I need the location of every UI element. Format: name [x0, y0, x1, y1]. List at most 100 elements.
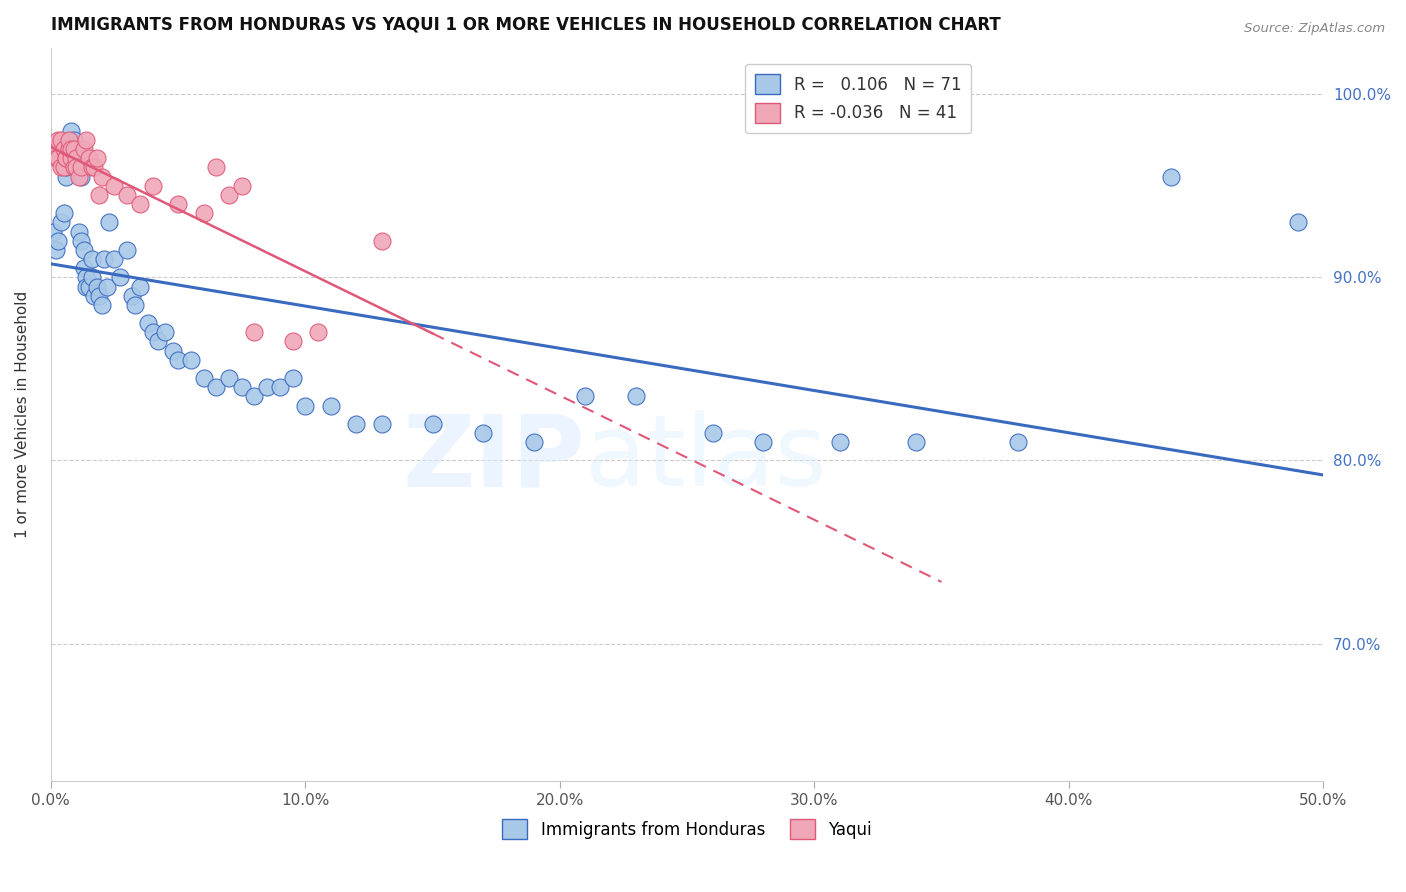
- Point: [55, 151, 77, 165]
- Point: [307, 326, 329, 340]
- Point: [344, 417, 367, 431]
- Point: [45, 151, 67, 165]
- Point: [67, 225, 90, 239]
- Point: [80, 252, 103, 266]
- Point: [905, 435, 928, 450]
- Point: [294, 399, 316, 413]
- Point: [155, 326, 177, 340]
- Point: [146, 334, 169, 349]
- Point: [75, 279, 97, 293]
- Point: [60, 142, 83, 156]
- Point: [103, 252, 125, 266]
- Point: [52, 206, 75, 220]
- Point: [162, 343, 184, 358]
- Point: [422, 417, 444, 431]
- Point: [523, 435, 546, 450]
- Point: [73, 142, 96, 156]
- Point: [1007, 435, 1029, 450]
- Point: [73, 261, 96, 276]
- Point: [269, 380, 291, 394]
- Point: [108, 270, 131, 285]
- Point: [62, 142, 84, 156]
- Point: [218, 188, 240, 202]
- Point: [48, 133, 70, 147]
- Point: [624, 389, 647, 403]
- Point: [136, 316, 159, 330]
- Point: [48, 151, 70, 165]
- Point: [65, 151, 87, 165]
- Point: [73, 243, 96, 257]
- Point: [60, 133, 83, 147]
- Point: [115, 243, 138, 257]
- Point: [58, 142, 80, 156]
- Point: [55, 151, 77, 165]
- Point: [60, 124, 83, 138]
- Point: [58, 142, 80, 156]
- Point: [62, 142, 84, 156]
- Point: [243, 326, 266, 340]
- Point: [58, 151, 80, 165]
- Point: [129, 197, 152, 211]
- Point: [370, 234, 392, 248]
- Point: [67, 169, 90, 184]
- Text: atlas: atlas: [585, 410, 827, 508]
- Point: [96, 279, 118, 293]
- Point: [90, 298, 112, 312]
- Point: [574, 389, 596, 403]
- Point: [60, 151, 83, 165]
- Point: [193, 206, 215, 220]
- Point: [702, 425, 724, 440]
- Point: [93, 252, 115, 266]
- Point: [65, 161, 87, 175]
- Point: [49, 215, 72, 229]
- Point: [62, 161, 84, 175]
- Point: [65, 142, 87, 156]
- Point: [65, 151, 87, 165]
- Point: [42, 142, 65, 156]
- Point: [167, 352, 190, 367]
- Point: [167, 197, 190, 211]
- Point: [103, 178, 125, 193]
- Point: [89, 188, 111, 202]
- Point: [80, 161, 103, 175]
- Point: [231, 380, 253, 394]
- Point: [193, 371, 215, 385]
- Point: [83, 288, 105, 302]
- Point: [80, 270, 103, 285]
- Point: [49, 161, 72, 175]
- Point: [472, 425, 495, 440]
- Point: [205, 380, 228, 394]
- Point: [70, 161, 93, 175]
- Point: [42, 225, 65, 239]
- Point: [129, 279, 152, 293]
- Point: [121, 288, 143, 302]
- Text: IMMIGRANTS FROM HONDURAS VS YAQUI 1 OR MORE VEHICLES IN HOUSEHOLD CORRELATION CH: IMMIGRANTS FROM HONDURAS VS YAQUI 1 OR M…: [51, 15, 1001, 33]
- Point: [75, 270, 97, 285]
- Point: [115, 188, 138, 202]
- Point: [205, 161, 228, 175]
- Point: [90, 169, 112, 184]
- Point: [52, 161, 75, 175]
- Point: [52, 161, 75, 175]
- Point: [62, 133, 84, 147]
- Point: [55, 169, 77, 184]
- Point: [75, 133, 97, 147]
- Text: ZIP: ZIP: [402, 410, 585, 508]
- Point: [70, 169, 93, 184]
- Point: [124, 298, 146, 312]
- Point: [243, 389, 266, 403]
- Point: [142, 178, 165, 193]
- Point: [1286, 215, 1309, 229]
- Point: [48, 234, 70, 248]
- Point: [231, 178, 253, 193]
- Point: [142, 326, 165, 340]
- Point: [58, 133, 80, 147]
- Point: [281, 334, 304, 349]
- Point: [370, 417, 392, 431]
- Legend: Immigrants from Honduras, Yaqui: Immigrants from Honduras, Yaqui: [495, 813, 879, 846]
- Point: [828, 435, 851, 450]
- Point: [86, 151, 108, 165]
- Point: [70, 234, 93, 248]
- Point: [218, 371, 240, 385]
- Point: [55, 161, 77, 175]
